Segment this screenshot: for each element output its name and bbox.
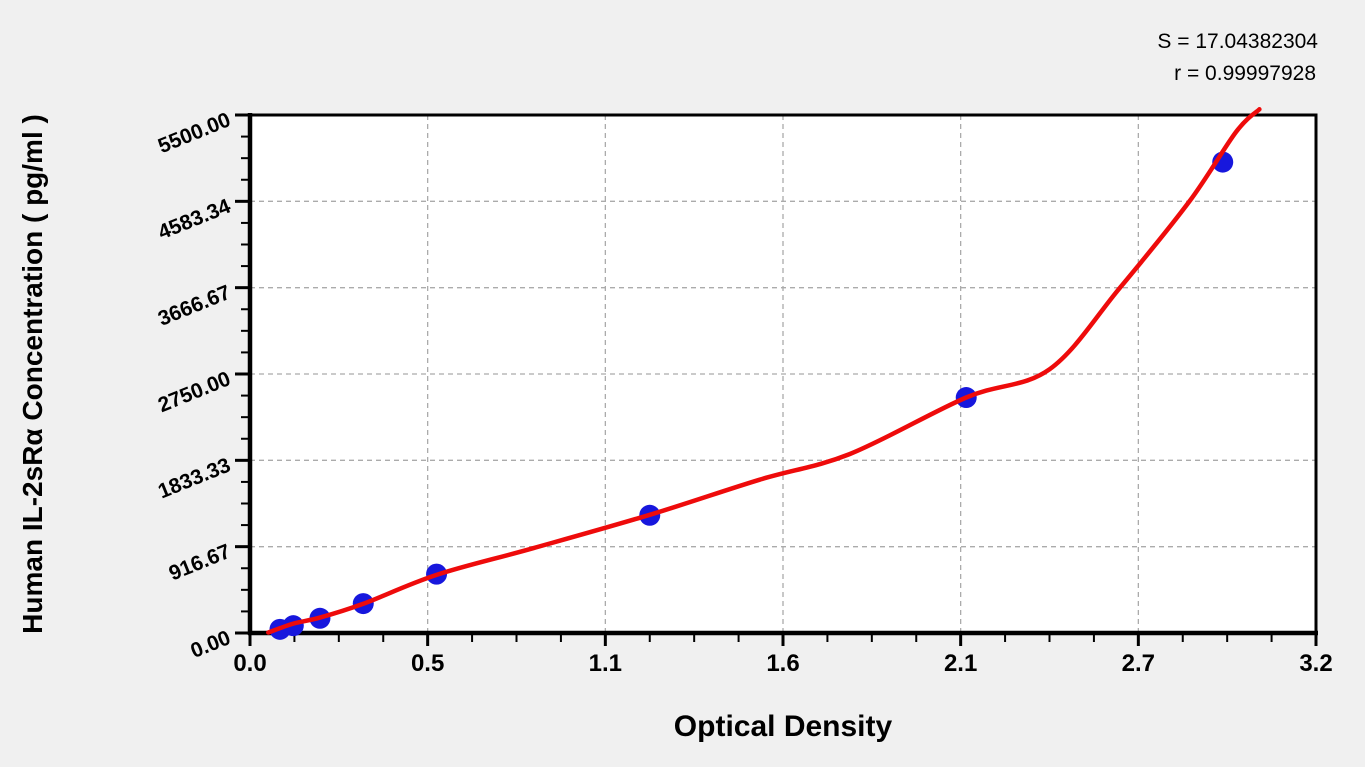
y-tick-label: 0.00 <box>187 626 234 663</box>
fit-curve <box>266 107 1262 635</box>
x-tick-label: 0.0 <box>233 650 266 677</box>
x-tick-label: 1.6 <box>766 650 799 677</box>
y-tick-label: 5500.00 <box>155 108 234 158</box>
y-axis-title: Human IL-2sRα Concentration ( pg/ml ) <box>17 114 48 634</box>
x-axis-title: Optical Density <box>674 710 893 743</box>
x-tick-label: 1.1 <box>589 650 622 677</box>
y-tick-label: 2750.00 <box>155 367 234 417</box>
y-tick-label: 1833.33 <box>155 454 234 504</box>
x-tick-label: 3.2 <box>1299 650 1332 677</box>
r-statistic: r = 0.99997928 <box>1174 62 1316 85</box>
y-tick-label: 916.67 <box>166 540 234 585</box>
y-tick-label: 3666.67 <box>155 281 234 331</box>
x-tick-label: 0.5 <box>411 650 444 677</box>
y-tick-label: 4583.34 <box>155 195 234 245</box>
x-tick-label: 2.7 <box>1122 650 1155 677</box>
x-tick-label: 2.1 <box>944 650 977 677</box>
s-statistic: S = 17.04382304 <box>1157 30 1318 53</box>
